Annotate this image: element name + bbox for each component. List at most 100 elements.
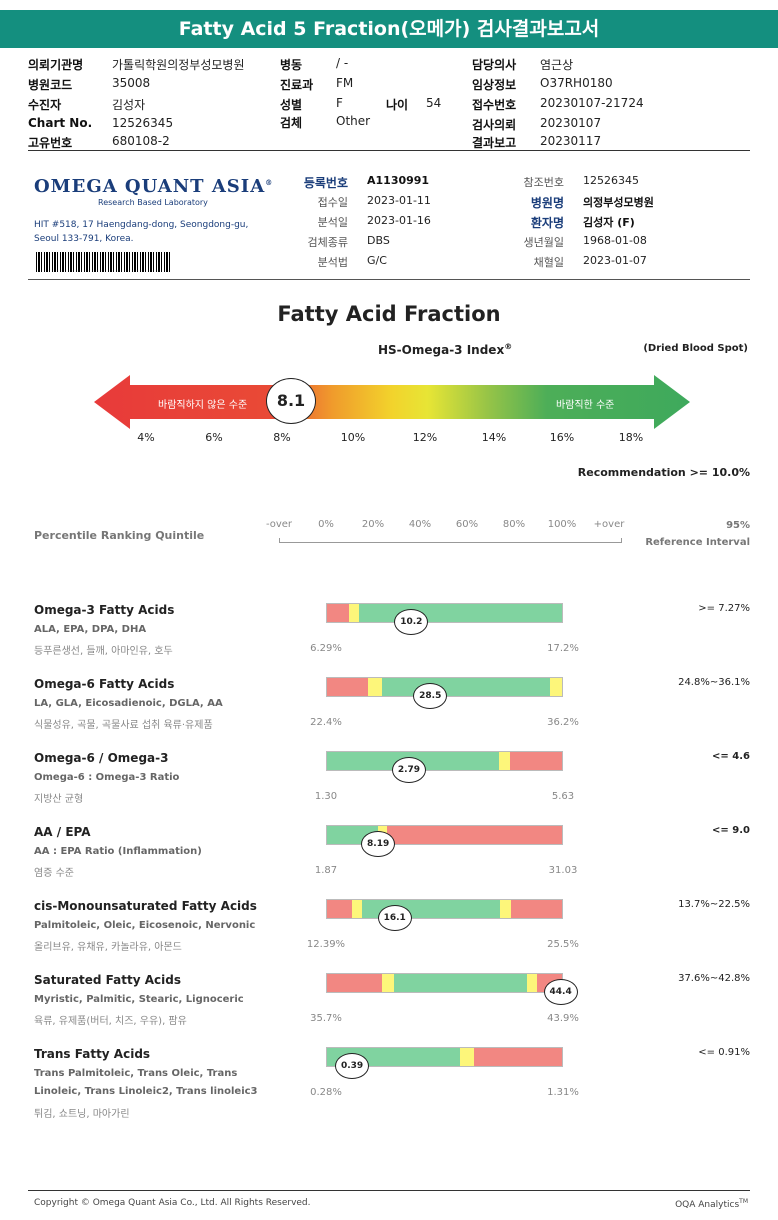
header-value: 가톨릭학원의정부성모병원 bbox=[112, 58, 245, 72]
scale-tick-label: 10% bbox=[340, 431, 366, 444]
section-title: Saturated Fatty Acids bbox=[34, 973, 181, 987]
range-segment bbox=[351, 900, 363, 918]
range-bar bbox=[326, 603, 563, 623]
range-max-label: 36.2% bbox=[547, 717, 579, 728]
section-title: Omega-6 / Omega-3 bbox=[34, 751, 169, 765]
section-subtitle: AA : EPA Ratio (Inflammation) bbox=[34, 846, 202, 857]
header-value: 12526345 bbox=[112, 116, 174, 130]
range-bar bbox=[326, 899, 563, 919]
header-label: 담당의사 bbox=[472, 58, 517, 72]
percentile-tick-label: +over bbox=[593, 519, 625, 530]
range-max-label: 17.2% bbox=[547, 643, 579, 654]
percentile-tick-label: 20% bbox=[361, 519, 385, 530]
section-subtitle: Palmitoleic, Oleic, Eicosenoic, Nervonic bbox=[34, 920, 256, 931]
range-segment bbox=[498, 752, 511, 770]
section-title: Omega-3 Fatty Acids bbox=[34, 603, 175, 617]
header-value: F bbox=[336, 96, 343, 110]
report-title: Fatty Acid 5 Fraction(오메가) 검사결과보고서 bbox=[0, 10, 778, 48]
percentile-tick-label: 100% bbox=[547, 519, 577, 530]
range-segment bbox=[386, 826, 562, 844]
lab-address-line1: HIT #518, 17 Haengdang-dong, Seongdong-g… bbox=[34, 220, 249, 230]
range-min-label: 12.39% bbox=[306, 939, 346, 950]
range-segment bbox=[550, 678, 562, 696]
range-segment bbox=[526, 974, 538, 992]
reference-interval: 13.7%~22.5% bbox=[678, 899, 750, 910]
footer-brand: OQA AnalyticsTM bbox=[675, 1198, 748, 1210]
header-value: 20230107-21724 bbox=[540, 96, 644, 110]
specimen-value: 2023-01-07 bbox=[583, 254, 647, 267]
specimen-label: 검체종류 bbox=[307, 236, 348, 249]
range-segment bbox=[327, 974, 383, 992]
specimen-value: 김성자 (F) bbox=[583, 216, 635, 229]
specimen-value: G/C bbox=[367, 254, 387, 267]
percentile-axis-line bbox=[279, 542, 621, 543]
lab-address-line2: Seoul 133-791, Korea. bbox=[34, 234, 134, 244]
value-marker: 2.79 bbox=[391, 757, 426, 783]
section-description: 육류, 유제품(버터, 치즈, 우유), 팜유 bbox=[34, 1016, 187, 1027]
header-label: 임상정보 bbox=[472, 78, 517, 92]
header-label: 병동 bbox=[280, 58, 303, 72]
barcode bbox=[36, 252, 170, 272]
range-bar bbox=[326, 973, 563, 993]
scale-tick-label: 8% bbox=[273, 431, 291, 444]
range-segment bbox=[327, 604, 350, 622]
lab-tagline: Research Based Laboratory bbox=[98, 198, 208, 207]
lab-logo: OMEGA QUANT ASIA® bbox=[34, 176, 274, 197]
percentile-axis-tick bbox=[621, 538, 622, 543]
section-subtitle: Trans Palmitoleic, Trans Oleic, Trans bbox=[34, 1068, 238, 1079]
section-description: 등푸른생선, 들깨, 아마인유, 호두 bbox=[34, 646, 173, 657]
header-value: 54 bbox=[426, 96, 442, 110]
range-min-label: 0.28% bbox=[310, 1087, 342, 1098]
header-value: 680108-2 bbox=[112, 134, 170, 148]
specimen-label: 환자명 bbox=[530, 216, 564, 230]
range-segment bbox=[459, 1048, 474, 1066]
undesirable-label: 바람직하지 않은 수준 bbox=[158, 400, 248, 411]
percentile-tick-label: 80% bbox=[502, 519, 526, 530]
range-min-label: 35.7% bbox=[310, 1013, 342, 1024]
range-segment bbox=[349, 604, 359, 622]
header-value: Other bbox=[336, 114, 371, 128]
specimen-label: 분석일 bbox=[317, 216, 348, 229]
specimen-label: 분석법 bbox=[317, 256, 348, 269]
header-label: 검사의뢰 bbox=[472, 118, 517, 132]
range-max-label: 31.03 bbox=[548, 865, 578, 876]
range-min-label: 1.87 bbox=[314, 865, 338, 876]
range-min-label: 1.30 bbox=[314, 791, 338, 802]
specimen-value: A1130991 bbox=[367, 174, 430, 187]
scale-tick-label: 4% bbox=[137, 431, 155, 444]
section-subtitle-2: Linoleic, Trans Linoleic2, Trans linolei… bbox=[34, 1086, 258, 1097]
header-label: 검체 bbox=[280, 116, 303, 130]
hs-omega3-title: HS-Omega-3 Index® bbox=[378, 342, 513, 357]
recommendation: Recommendation >= 10.0% bbox=[577, 466, 750, 479]
reference-interval: 37.6%~42.8% bbox=[678, 973, 750, 984]
specimen-value: 1968-01-08 bbox=[583, 234, 647, 247]
reference-interval: <= 9.0 bbox=[712, 825, 750, 836]
range-min-label: 6.29% bbox=[310, 643, 342, 654]
footer-divider bbox=[28, 1190, 750, 1191]
header-label: 의뢰기관명 bbox=[28, 58, 84, 72]
value-marker: 28.5 bbox=[413, 683, 448, 709]
section-subtitle: ALA, EPA, DPA, DHA bbox=[34, 624, 147, 635]
scale-tick-label: 6% bbox=[205, 431, 223, 444]
section-description: 염증 수준 bbox=[34, 868, 74, 879]
value-marker: 0.39 bbox=[335, 1053, 370, 1079]
range-segment bbox=[358, 604, 562, 622]
section-title: Trans Fatty Acids bbox=[34, 1047, 151, 1061]
value-marker: 16.1 bbox=[377, 905, 412, 931]
percentile-label: Percentile Ranking Quintile bbox=[34, 529, 205, 542]
header-label: 진료과 bbox=[280, 78, 314, 92]
range-segment bbox=[511, 900, 562, 918]
scale-tick-label: 16% bbox=[549, 431, 575, 444]
header-value: 김성자 bbox=[112, 98, 146, 112]
value-marker: 44.4 bbox=[543, 979, 578, 1005]
index-value-marker: 8.1 bbox=[266, 378, 316, 424]
specimen-label: 채혈일 bbox=[533, 256, 564, 269]
reference-interval: <= 0.91% bbox=[698, 1047, 750, 1058]
range-max-label: 1.31% bbox=[547, 1087, 579, 1098]
header-label: 나이 bbox=[386, 98, 409, 112]
specimen-label: 등록번호 bbox=[303, 176, 348, 190]
info-divider bbox=[28, 279, 750, 280]
header-divider bbox=[28, 150, 750, 151]
range-segment bbox=[510, 752, 562, 770]
range-segment bbox=[327, 678, 369, 696]
